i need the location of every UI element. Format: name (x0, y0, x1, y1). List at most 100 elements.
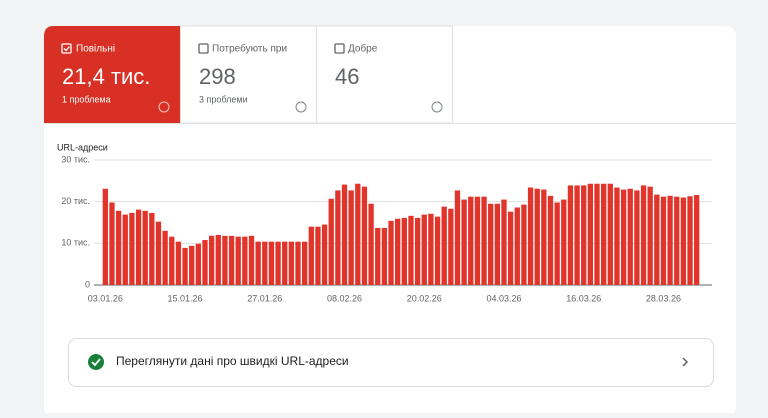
bar (102, 188, 108, 285)
bar (594, 183, 600, 285)
bar (275, 241, 281, 285)
tab-active[interactable] (44, 26, 180, 123)
bar (680, 197, 687, 285)
y-tick-label: 20 тис. (61, 196, 90, 206)
tab-label: Повільні (76, 44, 115, 55)
bar (547, 195, 554, 285)
bar (175, 241, 182, 285)
y-axis-label: URL-адреси (57, 142, 108, 152)
bar (521, 204, 527, 285)
bar (694, 195, 700, 285)
bar (527, 187, 534, 285)
bar (361, 186, 368, 285)
bar (235, 236, 241, 285)
tab[interactable] (316, 25, 453, 124)
bar (461, 199, 467, 285)
bar (315, 226, 321, 285)
x-tick-label: 15.01.26 (168, 293, 203, 303)
bar (149, 212, 155, 285)
bar (295, 241, 301, 285)
bar (654, 194, 660, 285)
bar (215, 235, 221, 285)
bar (388, 220, 394, 285)
bar (674, 196, 680, 285)
check (63, 46, 70, 52)
bar (468, 196, 474, 285)
bar (441, 206, 447, 285)
link-label[interactable]: Переглянути дані про швидкі URL-адреси (116, 354, 349, 368)
x-tick-label: 08.02.26 (327, 293, 362, 303)
tab[interactable] (180, 25, 317, 124)
bar (268, 241, 275, 285)
bar (541, 189, 547, 285)
help-icon[interactable] (431, 101, 443, 113)
bar (481, 196, 487, 285)
link-row[interactable] (68, 338, 714, 387)
bar (122, 214, 128, 285)
x-tick-label: 28.03.26 (646, 293, 681, 303)
y-tick-label: 0 (85, 279, 90, 289)
x-tick-label: 03.01.26 (88, 293, 123, 303)
bar (169, 236, 175, 285)
x-tick-label: 04.03.26 (486, 293, 521, 303)
bar (228, 235, 235, 285)
bar (647, 186, 653, 285)
bar (341, 184, 348, 285)
bar (208, 235, 215, 285)
bar (600, 183, 607, 285)
bar (614, 187, 620, 285)
bar (282, 241, 288, 285)
bar (640, 185, 647, 285)
y-tick-label: 10 тис. (61, 238, 90, 248)
checkbox[interactable] (198, 43, 209, 54)
bar (195, 243, 202, 285)
bar (408, 215, 414, 285)
x-tick-label: 16.03.26 (566, 293, 601, 303)
bar (242, 236, 248, 285)
bar (627, 188, 633, 285)
bar (587, 183, 594, 285)
bar (182, 247, 188, 285)
ok-icon (88, 354, 104, 370)
bar (607, 183, 613, 285)
bar (574, 185, 580, 285)
bar (561, 199, 567, 285)
bar (474, 196, 481, 285)
tab-label: Потребують при (212, 43, 287, 55)
bar (494, 203, 501, 285)
bar (162, 230, 168, 285)
bar (514, 207, 520, 285)
bar (434, 216, 441, 285)
bar (567, 185, 574, 285)
bar (335, 190, 341, 285)
x-tick-label: 27.01.26 (247, 293, 282, 303)
tab-note: 3 проблеми (199, 94, 248, 104)
help-icon[interactable] (158, 101, 170, 113)
bar (488, 203, 494, 285)
bar (428, 213, 434, 285)
help-icon[interactable] (295, 101, 307, 113)
bar (115, 210, 122, 285)
bar (109, 202, 115, 285)
bar (534, 188, 540, 285)
y-tick-label: 30 тис. (61, 154, 90, 164)
bar (202, 240, 208, 285)
bar (634, 190, 640, 285)
bar (395, 218, 401, 285)
checkbox[interactable] (334, 43, 345, 54)
bar (129, 212, 135, 285)
bar (448, 208, 454, 285)
bar (348, 190, 354, 285)
bar (501, 199, 507, 285)
bar (554, 202, 560, 285)
bar (414, 217, 421, 285)
bar (620, 189, 627, 285)
checkbox[interactable] (61, 43, 72, 54)
bar (507, 211, 514, 285)
x-tick-label: 20.02.26 (407, 293, 442, 303)
bar (667, 195, 673, 285)
bar (301, 241, 308, 285)
bar (222, 235, 228, 285)
